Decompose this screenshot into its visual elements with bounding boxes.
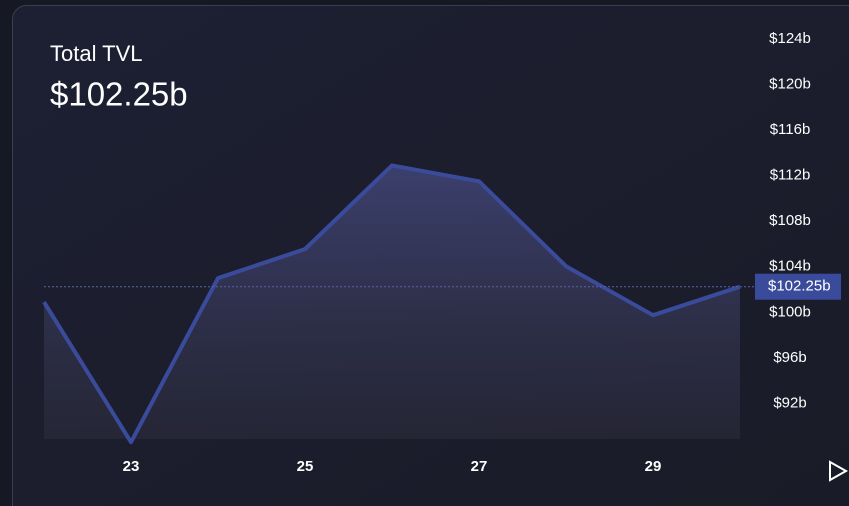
x-tick-label: 25 xyxy=(297,458,314,475)
current-value-tag xyxy=(755,273,841,300)
x-tick-label: 23 xyxy=(123,458,140,475)
chart-title: Total TVL xyxy=(50,41,143,66)
current-value-label: $102.25b xyxy=(768,278,831,295)
y-tick-label: $116b xyxy=(770,121,811,138)
y-tick-label: $112b xyxy=(770,167,811,184)
y-tick-label: $108b xyxy=(769,212,811,229)
y-tick-label: $92b xyxy=(773,394,806,411)
play-button[interactable] xyxy=(829,460,849,482)
line xyxy=(42,163,741,445)
y-tick-label: $104b xyxy=(769,258,811,275)
headline-value: $102.25b xyxy=(50,76,188,113)
y-tick-label: $124b xyxy=(769,30,811,47)
x-tick-label: 29 xyxy=(645,458,662,475)
y-tick-label: $96b xyxy=(773,349,806,366)
y-tick-label: $100b xyxy=(769,303,811,320)
area-fill xyxy=(44,165,740,443)
x-tick-label: 27 xyxy=(471,458,488,475)
y-tick-label: $120b xyxy=(769,76,811,93)
